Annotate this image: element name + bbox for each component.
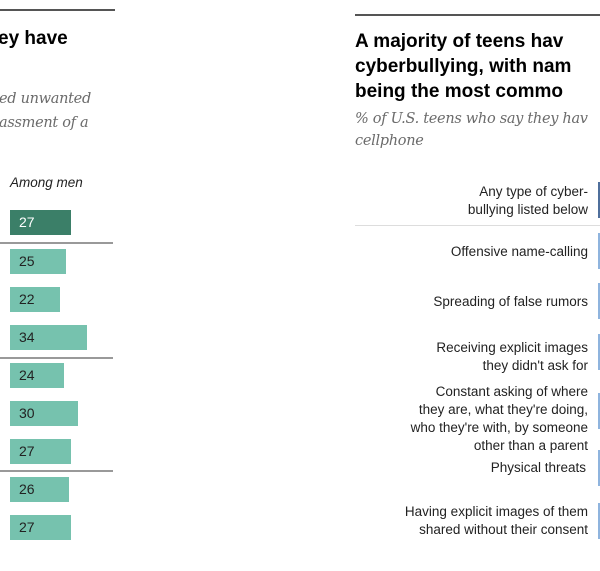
left-bar-0: 27 (10, 210, 71, 235)
right-bar-0 (598, 182, 600, 218)
left-top-rule (0, 9, 115, 11)
left-bar-1: 25 (10, 249, 66, 274)
left-bar-7: 26 (10, 477, 69, 502)
left-chart-subtitle-line-2: assment of a (0, 115, 89, 131)
right-bar-6 (598, 503, 600, 539)
left-chart-subtitle-line-1: ed unwanted (0, 91, 91, 107)
left-bar-value-label: 25 (19, 253, 35, 269)
right-group-separator (355, 225, 600, 226)
right-bar-4 (598, 393, 600, 429)
left-bar-value-label: 27 (19, 443, 35, 459)
right-category-label-3: Receiving explicit images they didn't ask… (436, 340, 588, 373)
left-bar-3: 34 (10, 325, 87, 350)
right-bar-5 (598, 450, 600, 486)
left-bar-value-label: 24 (19, 367, 35, 383)
left-group-separator (0, 470, 113, 472)
left-bar-5: 30 (10, 401, 78, 426)
right-category-label-6: Having explicit images of them shared wit… (404, 504, 588, 537)
right-category-label-1: Offensive name-calling (450, 244, 588, 259)
left-group-separator (0, 242, 113, 244)
right-chart-title-line-3: being the most commo (355, 81, 563, 102)
right-chart-title-line-2: cyberbullying, with nam (355, 56, 572, 77)
left-bar-8: 27 (10, 515, 71, 540)
left-bar-6: 27 (10, 439, 71, 464)
left-bar-value-label: 34 (19, 329, 35, 345)
column-header-among-men: Among men (10, 175, 83, 190)
left-bar-4: 24 (10, 363, 64, 388)
left-bar-value-label: 22 (19, 291, 35, 307)
left-chart-title: ey have (0, 28, 68, 49)
right-category-label-2: Spreading of false rumors (433, 294, 588, 309)
right-category-label-0: Any type of cyber-bullying listed below (467, 184, 588, 217)
right-chart-title-line-1: A majority of teens hav (355, 31, 564, 52)
left-bar-value-label: 27 (19, 519, 35, 535)
right-category-label-4: Constant asking of where they are, what t… (410, 384, 588, 453)
left-bar-value-label: 27 (19, 214, 35, 230)
left-bar-2: 22 (10, 287, 60, 312)
right-bar-2 (598, 283, 600, 319)
left-bar-value-label: 26 (19, 481, 35, 497)
left-bar-value-label: 30 (19, 405, 35, 421)
left-group-separator (0, 357, 113, 359)
right-category-label-5: Physical threats (490, 460, 586, 475)
right-chart-subtitle-line-1: % of U.S. teens who say they hav (355, 111, 588, 127)
right-top-rule (355, 14, 600, 16)
right-chart-subtitle-line-2: cellphone (355, 133, 424, 149)
right-bar-1 (598, 233, 600, 269)
right-bar-3 (598, 334, 600, 370)
